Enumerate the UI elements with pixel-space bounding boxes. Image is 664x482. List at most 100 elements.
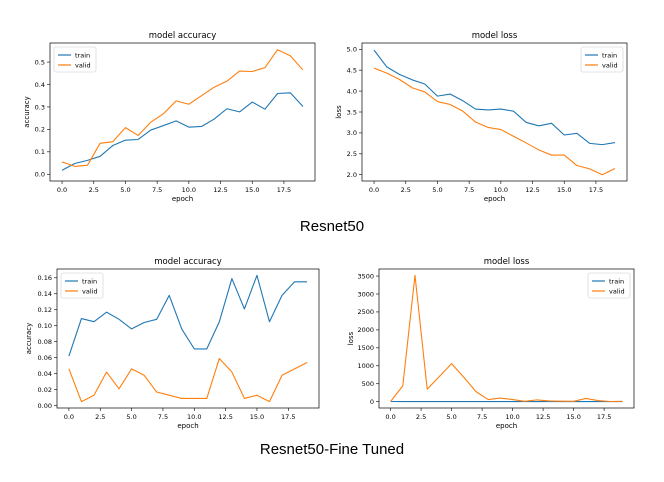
- r50-loss-xlabel: epoch: [484, 195, 505, 203]
- ft-loss-legend-label-train: train: [609, 277, 624, 285]
- ft-acc-ytick-label: 0.14: [38, 290, 52, 298]
- ft-acc-plot-frame: [56, 268, 320, 409]
- ft-loss-ytick-label: 1000: [357, 362, 374, 370]
- r50-loss-xtick-label: 10.0: [494, 186, 508, 194]
- ft-loss-xtick-label: 0.0: [385, 413, 395, 421]
- r50-acc-xtick-label: 2.5: [89, 186, 99, 194]
- r50-acc-xtick-label: 12.5: [213, 186, 227, 194]
- ft-acc-xtick-label: 7.5: [158, 413, 168, 421]
- r50-acc-ytick-label: 0.2: [35, 126, 45, 134]
- ft-loss-ytick-label: 1500: [357, 344, 374, 352]
- r50-acc-xtick-label: 10.0: [182, 186, 196, 194]
- ft-acc-xtick-label: 12.5: [218, 413, 232, 421]
- r50-loss-plot-frame: [361, 42, 628, 182]
- r50-acc-legend-box: [53, 46, 97, 73]
- ft-loss-ytick-label: 2000: [357, 326, 374, 334]
- r50-acc-xtick-label: 5.0: [120, 186, 130, 194]
- r50-loss-xtick-label: 12.5: [525, 186, 539, 194]
- ft-acc-xlabel: epoch: [177, 422, 198, 430]
- ft-acc-ytick-label: 0.08: [38, 338, 52, 346]
- ft-acc-xtick-label: 0.0: [64, 413, 74, 421]
- r50-loss-ytick-label: 2.5: [347, 150, 357, 158]
- ft-acc-xtick-label: 10.0: [187, 413, 201, 421]
- ft-acc-series-train-line: [68, 274, 308, 357]
- r50-loss-xtick-label: 5.0: [432, 186, 442, 194]
- ft-acc-xtick-label: 2.5: [95, 413, 105, 421]
- r50-acc-xtick-label: 15.0: [245, 186, 259, 194]
- r50-loss-xtick-label: 17.5: [589, 186, 603, 194]
- r50-loss-ylabel: loss: [335, 105, 343, 119]
- r50-loss-xtick-label: 0.0: [369, 186, 379, 194]
- ft-loss-xtick-label: 2.5: [416, 413, 426, 421]
- r50-acc-ytick-label: 0.4: [35, 81, 45, 89]
- ft-acc-ytick-label: 0.10: [38, 322, 52, 330]
- ft-loss-xtick-label: 15.0: [566, 413, 580, 421]
- r50-acc-series-valid-line: [61, 49, 304, 167]
- r50-loss-legend-label-train: train: [602, 51, 617, 59]
- ft-acc-ytick-label: 0.02: [38, 386, 52, 394]
- ft-acc-ytick-label: 0.16: [38, 274, 52, 282]
- r50-loss-xtick-label: 2.5: [401, 186, 411, 194]
- r50-acc-plot-frame: [49, 42, 316, 182]
- ft-acc-legend-box: [60, 272, 104, 299]
- r50-acc-xtick-label: 7.5: [152, 186, 162, 194]
- r50-loss-ytick-label: 5.0: [347, 46, 357, 54]
- r50-loss-legend-label-valid: valid: [602, 61, 618, 69]
- caption-resnet50-fine-tuned: Resnet50-Fine Tuned: [259, 441, 405, 458]
- ft-acc-ytick-label: 0.04: [38, 370, 52, 378]
- r50-loss-xtick-label: 7.5: [464, 186, 474, 194]
- ft-loss-xtick-label: 7.5: [477, 413, 487, 421]
- r50-loss-legend-box: [580, 46, 624, 73]
- ft-acc-ytick-label: 0.00: [38, 402, 52, 410]
- ft-loss-ytick-label: 3500: [357, 272, 374, 280]
- ft-loss-ytick-label: 2500: [357, 308, 374, 316]
- r50-acc-xtick-label: 0.0: [57, 186, 67, 194]
- r50-acc-legend-label-valid: valid: [75, 61, 91, 69]
- ft-loss-ytick-label: 500: [362, 380, 374, 388]
- r50-loss-title: model loss: [472, 31, 518, 41]
- r50-acc-series-train-line: [61, 92, 304, 171]
- ft-loss-legend-label-valid: valid: [609, 287, 625, 295]
- caption-resnet50: Resnet50: [299, 218, 365, 235]
- ft-acc-ytick-label: 0.12: [38, 306, 52, 314]
- ft-loss-ytick-label: 0: [370, 398, 374, 406]
- ft-loss-ylabel: loss: [347, 331, 355, 345]
- r50-acc-ylabel: accuracy: [23, 96, 31, 128]
- r50-loss-series-valid-line: [373, 67, 616, 176]
- ft-acc-xtick-label: 15.0: [250, 413, 264, 421]
- ft-loss-xtick-label: 5.0: [446, 413, 456, 421]
- r50-acc-legend-label-train: train: [75, 51, 90, 59]
- ft-acc-title: model accuracy: [154, 257, 222, 267]
- ft-loss-title: model loss: [484, 257, 530, 267]
- r50-acc-title: model accuracy: [149, 31, 217, 41]
- ft-loss-ytick-label: 3000: [357, 290, 374, 298]
- ft-loss-legend-box: [587, 272, 631, 299]
- ft-acc-xtick-label: 17.5: [281, 413, 295, 421]
- ft-acc-ytick-label: 0.06: [38, 354, 52, 362]
- ft-acc-ylabel: accuracy: [25, 323, 33, 355]
- ft-loss-series-valid-line: [390, 274, 623, 403]
- r50-acc-xtick-label: 17.5: [277, 186, 291, 194]
- ft-loss-xtick-label: 10.0: [505, 413, 519, 421]
- ft-loss-xtick-label: 12.5: [536, 413, 550, 421]
- ft-loss-xlabel: epoch: [496, 422, 517, 430]
- r50-loss-ytick-label: 3.0: [347, 129, 357, 137]
- r50-acc-ytick-label: 0.3: [35, 103, 45, 111]
- r50-loss-ytick-label: 4.0: [347, 87, 357, 95]
- r50-acc-ytick-label: 0.0: [35, 171, 45, 179]
- ft-acc-legend-label-train: train: [82, 277, 97, 285]
- r50-loss-ytick-label: 3.5: [347, 108, 357, 116]
- ft-acc-xtick-label: 5.0: [126, 413, 136, 421]
- ft-acc-legend-label-valid: valid: [82, 287, 98, 295]
- ft-loss-xtick-label: 17.5: [597, 413, 611, 421]
- ft-acc-series-valid-line: [68, 357, 308, 403]
- r50-acc-xlabel: epoch: [172, 195, 193, 203]
- ft-loss-plot-frame: [378, 268, 635, 409]
- r50-loss-ytick-label: 4.5: [347, 66, 357, 74]
- r50-acc-ytick-label: 0.5: [35, 58, 45, 66]
- r50-loss-series-train-line: [373, 49, 616, 146]
- r50-loss-xtick-label: 15.0: [557, 186, 571, 194]
- r50-loss-ytick-label: 2.0: [347, 171, 357, 179]
- r50-acc-ytick-label: 0.1: [35, 148, 45, 156]
